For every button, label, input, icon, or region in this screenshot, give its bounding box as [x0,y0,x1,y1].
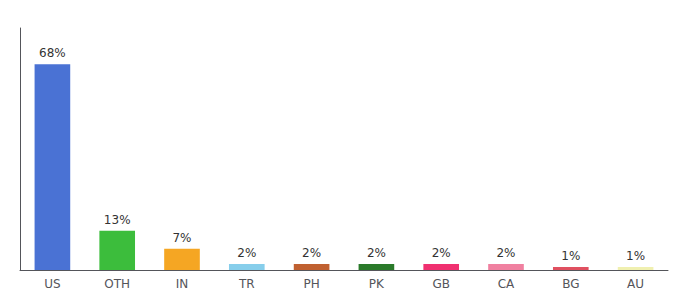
svg-text:PH: PH [303,277,319,291]
svg-text:GB: GB [432,277,450,291]
svg-text:PK: PK [369,277,385,291]
svg-text:2%: 2% [496,246,515,260]
svg-text:2%: 2% [367,246,386,260]
svg-text:2%: 2% [432,246,451,260]
svg-text:2%: 2% [237,246,256,260]
svg-text:AU: AU [627,277,644,291]
svg-text:68%: 68% [39,46,66,60]
svg-text:OTH: OTH [104,277,130,291]
svg-text:TR: TR [238,277,255,291]
svg-text:CA: CA [498,277,515,291]
svg-text:7%: 7% [172,231,191,245]
svg-text:1%: 1% [561,249,580,263]
svg-text:BG: BG [562,277,579,291]
svg-text:13%: 13% [104,213,131,227]
svg-text:IN: IN [176,277,189,291]
svg-text:US: US [44,277,60,291]
svg-text:1%: 1% [626,249,645,263]
svg-text:2%: 2% [302,246,321,260]
